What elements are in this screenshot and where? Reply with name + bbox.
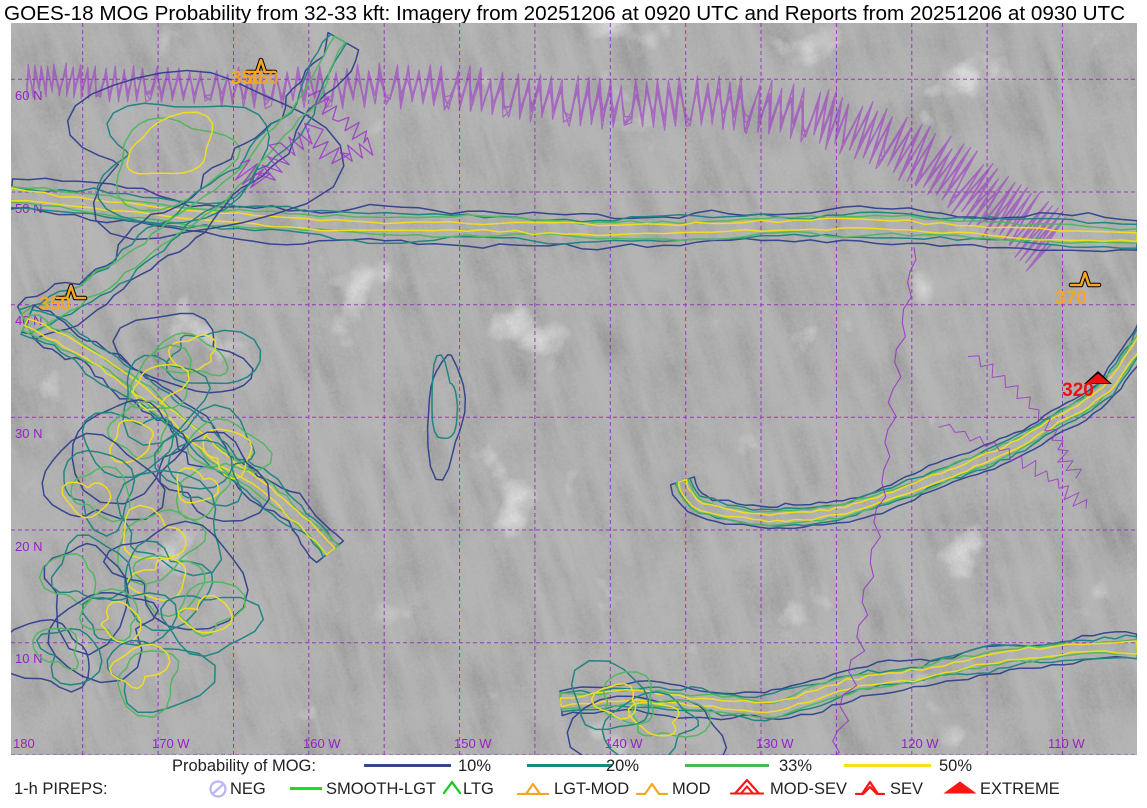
svg-text:320: 320 — [1062, 380, 1094, 401]
svg-text:350: 350 — [39, 294, 71, 315]
svg-text:360: 360 — [247, 68, 279, 89]
svg-text:370: 370 — [1055, 288, 1087, 309]
